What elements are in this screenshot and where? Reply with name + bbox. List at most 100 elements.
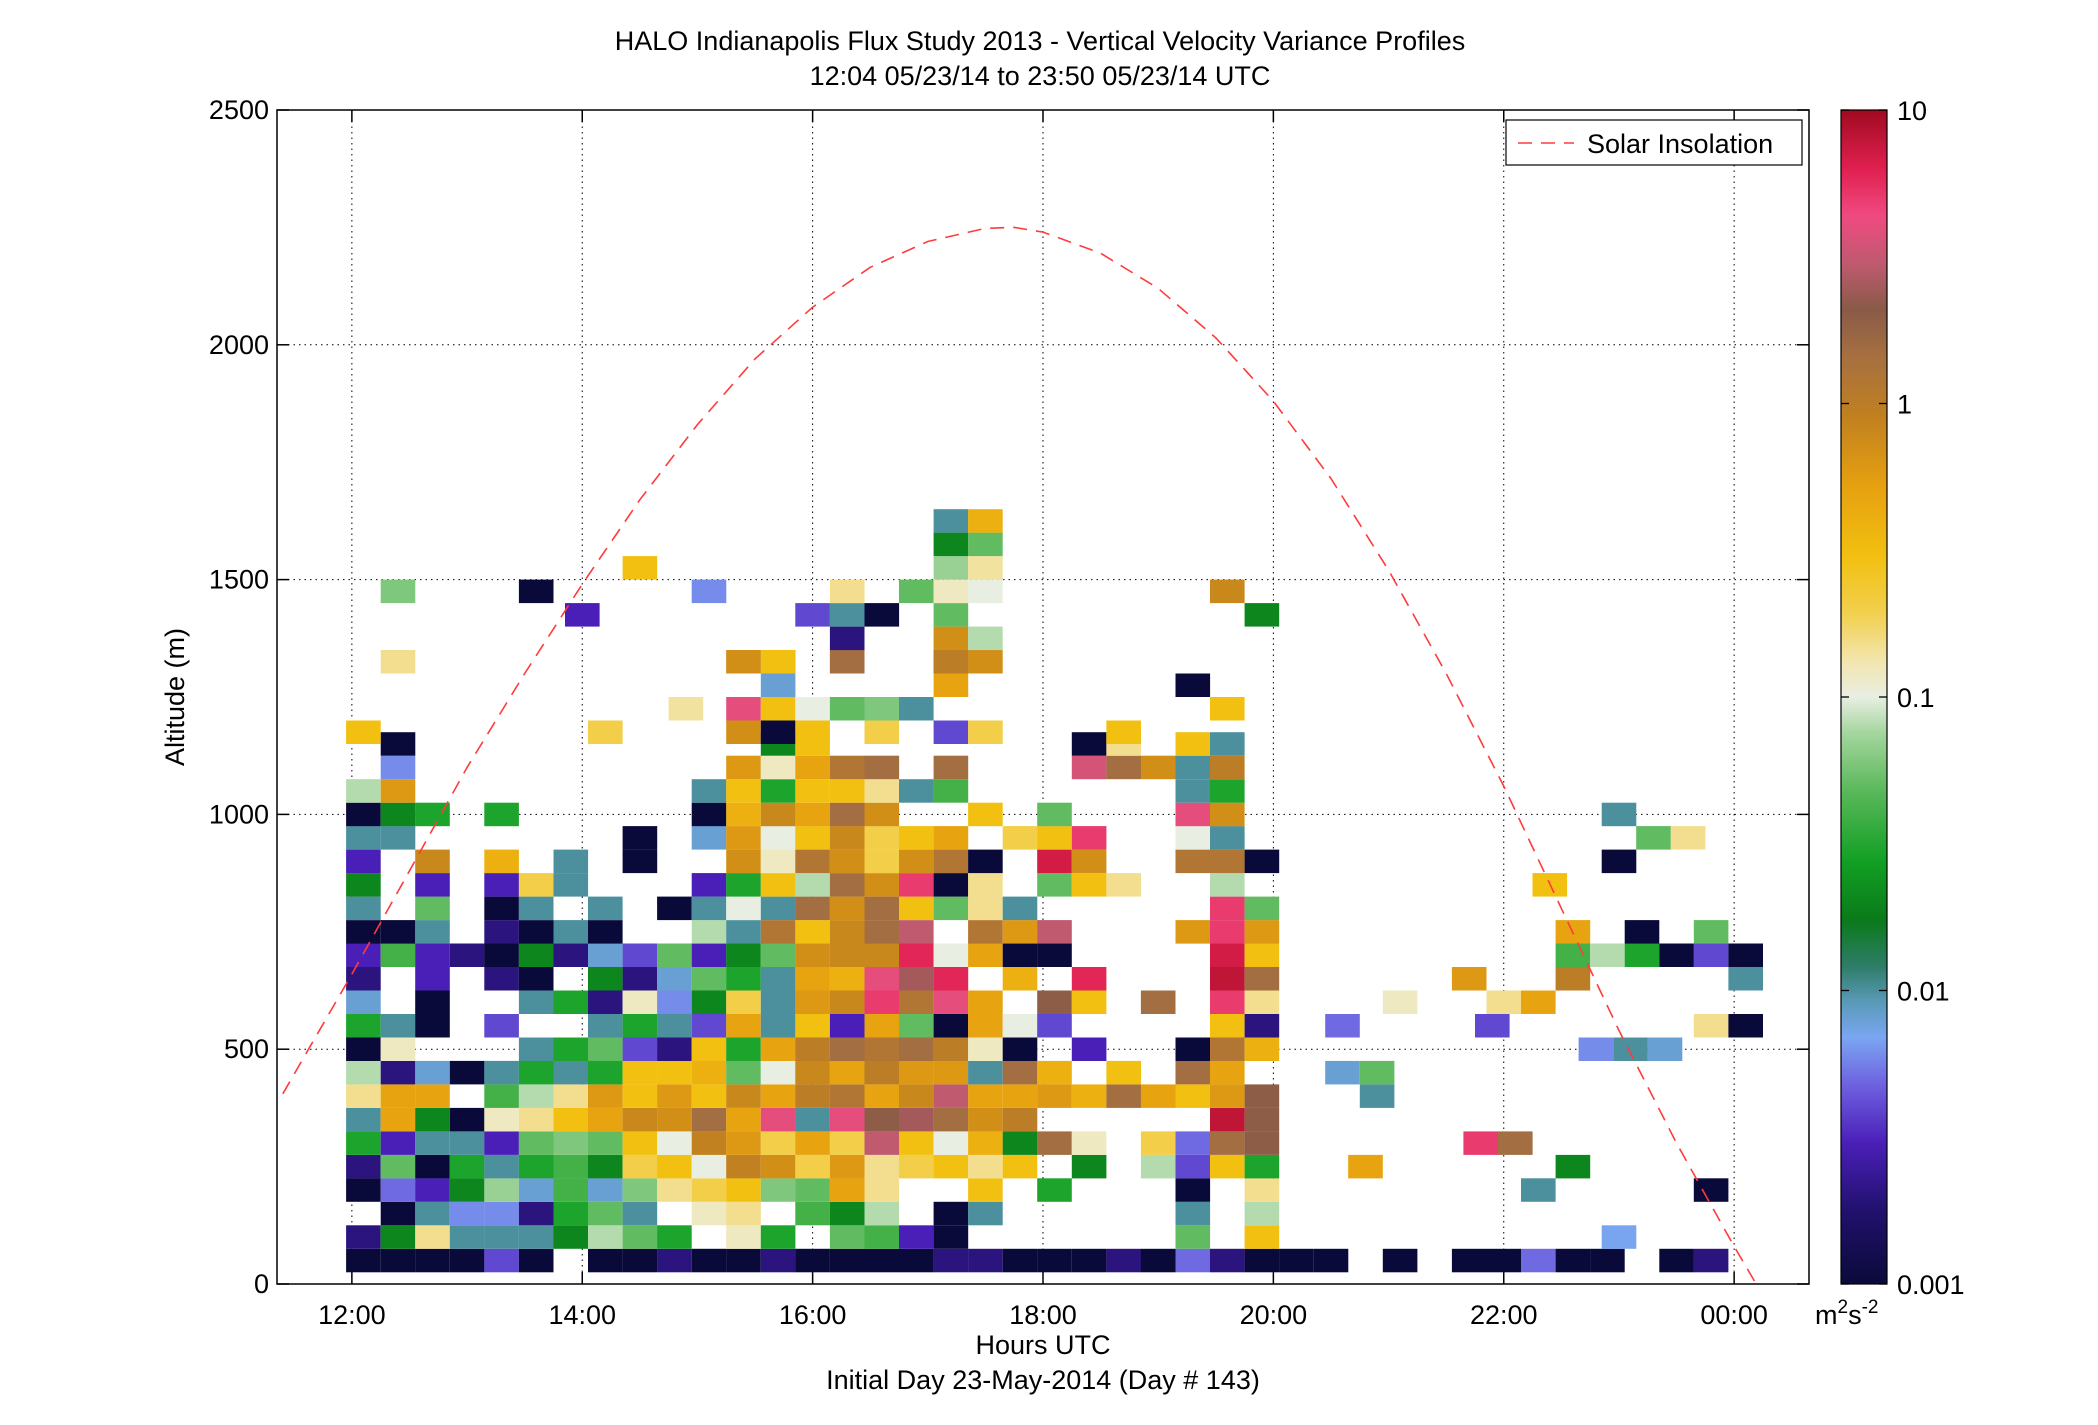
heatmap-cell [380, 579, 416, 604]
heatmap-cell [864, 779, 900, 803]
heatmap-cell [1037, 826, 1072, 850]
heatmap-cell [657, 1131, 692, 1155]
y-axis-label: Altitude (m) [160, 628, 190, 766]
heatmap-cell [760, 779, 796, 803]
x-tick-label: 22:00 [1470, 1300, 1538, 1330]
heatmap-cell [380, 1131, 416, 1155]
heatmap-cell [795, 967, 830, 991]
heatmap-cell [899, 1131, 934, 1155]
heatmap-cell [795, 849, 830, 874]
y-tick-label: 500 [224, 1034, 269, 1064]
heatmap-cell [760, 1131, 796, 1155]
heatmap-cell [1244, 1037, 1280, 1061]
heatmap-cell [968, 720, 1003, 744]
heatmap-cell [829, 755, 865, 780]
heatmap-cell [622, 1084, 658, 1108]
heatmap-cell [588, 1014, 623, 1038]
heatmap-cell [899, 990, 934, 1014]
heatmap-cell [518, 1201, 554, 1226]
heatmap-cell [829, 920, 865, 944]
heatmap-cell [380, 755, 416, 780]
heatmap-cell [899, 1037, 934, 1061]
heatmap-cell [1659, 1248, 1694, 1273]
heatmap-cell [484, 1225, 519, 1249]
heatmap-cell [346, 990, 381, 1014]
heatmap-cell [1244, 1154, 1280, 1179]
heatmap-cell [968, 509, 1003, 533]
heatmap-cell [1210, 920, 1245, 944]
heatmap-cell [1244, 1014, 1280, 1038]
heatmap-cell [726, 896, 761, 921]
heatmap-cell [1037, 849, 1072, 874]
heatmap-cell [1210, 1037, 1245, 1061]
heatmap-cell [588, 1154, 623, 1179]
chart-title: HALO Indianapolis Flux Study 2013 - Vert… [615, 26, 1465, 56]
heatmap-cell [346, 943, 381, 967]
heatmap-cell [1210, 1014, 1245, 1038]
heatmap-cell [933, 1131, 969, 1155]
heatmap-cell [933, 873, 969, 897]
heatmap-cell [1140, 990, 1176, 1014]
heatmap-cell [829, 967, 865, 991]
heatmap-cell [691, 1014, 727, 1038]
heatmap-cell [795, 1060, 830, 1085]
heatmap-cell [484, 802, 519, 827]
heatmap-cell [899, 967, 934, 991]
heatmap-cell [968, 1107, 1003, 1132]
heatmap-cell [668, 697, 704, 721]
y-tick-label: 2000 [209, 330, 269, 360]
heatmap-cell [518, 873, 554, 897]
heatmap-cell [760, 896, 796, 921]
heatmap-cell [415, 896, 450, 921]
heatmap-cell [1037, 802, 1072, 827]
heatmap-cell [346, 873, 381, 897]
heatmap-cell [933, 1225, 969, 1249]
heatmap-cell [1463, 1131, 1498, 1155]
heatmap-cell [829, 603, 865, 627]
heatmap-cells [346, 509, 1763, 1273]
heatmap-cell [691, 1201, 727, 1226]
heatmap-cell [864, 849, 900, 874]
heatmap-cell [449, 1107, 485, 1132]
heatmap-cell [829, 990, 865, 1014]
heatmap-cell [518, 967, 554, 991]
heatmap-cell [829, 779, 865, 803]
heatmap-cell [760, 990, 796, 1014]
x-tick-label: 18:00 [1009, 1300, 1077, 1330]
heatmap-cell [1590, 943, 1625, 967]
heatmap-cell [933, 826, 969, 850]
heatmap-cell [1359, 1084, 1395, 1108]
heatmap-cell [1140, 755, 1176, 780]
heatmap-cell [1210, 779, 1245, 803]
heatmap-cell [1210, 896, 1245, 921]
heatmap-cell [1175, 1131, 1211, 1155]
heatmap-cell [346, 1084, 381, 1108]
heatmap-cell [622, 1154, 658, 1179]
colorbar-ticks: 10 1 0.1 0.01 0.001 [1841, 96, 1965, 1300]
heatmap-cell [622, 943, 658, 967]
heatmap-cell [1071, 873, 1107, 897]
heatmap-cell [1670, 826, 1706, 850]
heatmap-cell [829, 873, 865, 897]
heatmap-cell [518, 990, 554, 1014]
heatmap-cell [933, 720, 969, 744]
heatmap-cell [346, 1107, 381, 1132]
heatmap-cell [795, 697, 830, 721]
heatmap-cell [933, 1060, 969, 1085]
heatmap-cell [657, 1248, 692, 1273]
heatmap-cell [726, 967, 761, 991]
heatmap-cell [1498, 1131, 1533, 1155]
heatmap-cell [657, 1014, 692, 1038]
heatmap-cell [760, 1248, 796, 1273]
heatmap-cell [1175, 1084, 1211, 1108]
heatmap-cell [415, 1154, 450, 1179]
heatmap-cell [691, 1131, 727, 1155]
heatmap-cell [1106, 720, 1141, 744]
heatmap-cell [1693, 1178, 1729, 1202]
heatmap-cell [1451, 1248, 1487, 1273]
heatmap-cell [899, 1107, 934, 1132]
heatmap-cell [968, 1154, 1003, 1179]
heatmap-cell [588, 1084, 623, 1108]
heatmap-cell [415, 1060, 450, 1085]
colorbar-tick-label: 0.01 [1897, 977, 1950, 1007]
